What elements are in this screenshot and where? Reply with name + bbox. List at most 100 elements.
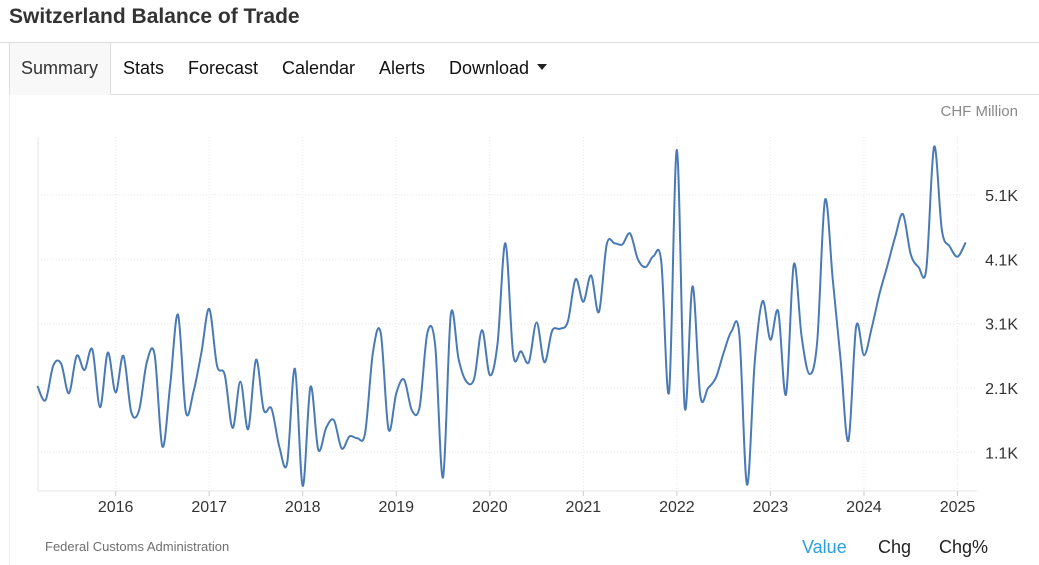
data-point[interactable] xyxy=(66,390,72,396)
data-point[interactable] xyxy=(861,352,867,358)
data-point[interactable] xyxy=(565,319,571,325)
data-point[interactable] xyxy=(417,404,423,410)
tab-forecast[interactable]: Forecast xyxy=(188,58,259,78)
data-point[interactable] xyxy=(152,352,158,358)
data-point[interactable] xyxy=(362,430,368,436)
data-point[interactable] xyxy=(300,483,306,489)
data-point[interactable] xyxy=(596,309,602,315)
tab-alerts[interactable]: Alerts xyxy=(379,58,426,78)
data-point[interactable] xyxy=(50,363,56,369)
data-point[interactable] xyxy=(347,433,353,439)
data-point[interactable] xyxy=(424,330,430,336)
chg-toggle[interactable]: Chg xyxy=(878,537,912,557)
data-point[interactable] xyxy=(643,264,649,270)
data-point[interactable] xyxy=(806,371,812,377)
data-point[interactable] xyxy=(549,328,555,334)
data-point[interactable] xyxy=(697,393,703,399)
tab-summary[interactable]: Summary xyxy=(9,43,111,95)
data-point[interactable] xyxy=(502,240,508,246)
data-point[interactable] xyxy=(830,277,836,283)
tab-calendar[interactable]: Calendar xyxy=(282,58,356,78)
data-point[interactable] xyxy=(308,384,314,390)
tab-download[interactable]: Download xyxy=(449,43,548,95)
data-point[interactable] xyxy=(713,375,719,381)
tab-stats[interactable]: Stats xyxy=(123,58,165,78)
data-point[interactable] xyxy=(448,312,454,318)
data-point[interactable] xyxy=(440,475,446,481)
data-point[interactable] xyxy=(947,243,953,249)
data-point[interactable] xyxy=(612,240,618,246)
data-point[interactable] xyxy=(877,290,883,296)
data-point[interactable] xyxy=(191,388,197,394)
data-point[interactable] xyxy=(120,353,126,359)
data-point[interactable] xyxy=(939,227,945,233)
data-point[interactable] xyxy=(923,266,929,272)
data-point[interactable] xyxy=(128,409,134,415)
data-point[interactable] xyxy=(214,363,220,369)
data-point[interactable] xyxy=(409,408,415,414)
data-point[interactable] xyxy=(97,404,103,410)
data-point[interactable] xyxy=(471,375,477,381)
data-point[interactable] xyxy=(791,261,797,267)
data-point[interactable] xyxy=(105,350,111,356)
data-point[interactable] xyxy=(690,283,696,289)
data-point[interactable] xyxy=(183,409,189,415)
data-point[interactable] xyxy=(604,242,610,248)
data-point[interactable] xyxy=(58,361,64,367)
data-point[interactable] xyxy=(463,379,469,385)
value-toggle[interactable]: Value xyxy=(802,537,847,557)
data-point[interactable] xyxy=(393,390,399,396)
data-point[interactable] xyxy=(580,299,586,305)
data-point[interactable] xyxy=(627,231,633,237)
data-point[interactable] xyxy=(198,350,204,356)
data-point[interactable] xyxy=(838,357,844,363)
data-point[interactable] xyxy=(900,211,906,217)
data-point[interactable] xyxy=(386,426,392,432)
data-point[interactable] xyxy=(74,353,80,359)
data-point[interactable] xyxy=(456,356,462,362)
data-point[interactable] xyxy=(682,404,688,410)
data-point[interactable] xyxy=(853,323,859,329)
data-point[interactable] xyxy=(479,327,485,333)
data-point[interactable] xyxy=(144,359,150,365)
data-point[interactable] xyxy=(378,330,384,336)
data-point[interactable] xyxy=(82,367,88,373)
data-point[interactable] xyxy=(534,319,540,325)
data-point[interactable] xyxy=(159,444,165,450)
data-point[interactable] xyxy=(206,306,212,312)
data-point[interactable] xyxy=(541,359,547,365)
data-point[interactable] xyxy=(892,234,898,240)
data-point[interactable] xyxy=(869,325,875,331)
data-point[interactable] xyxy=(175,312,181,318)
data-point[interactable] xyxy=(331,417,337,423)
data-point[interactable] xyxy=(783,392,789,398)
data-point[interactable] xyxy=(495,340,501,346)
chg-percent-toggle[interactable]: Chg% xyxy=(939,537,989,557)
data-point[interactable] xyxy=(736,331,742,337)
data-point[interactable] xyxy=(955,254,961,260)
data-point[interactable] xyxy=(43,397,49,403)
data-point[interactable] xyxy=(292,366,298,372)
data-point[interactable] xyxy=(35,384,41,390)
data-point[interactable] xyxy=(315,447,321,453)
data-point[interactable] xyxy=(354,435,360,441)
data-point[interactable] xyxy=(557,326,563,332)
data-point[interactable] xyxy=(269,406,275,412)
data-point[interactable] xyxy=(822,197,828,203)
data-point[interactable] xyxy=(814,339,820,345)
data-point[interactable] xyxy=(752,358,758,364)
data-point[interactable] xyxy=(658,259,664,265)
data-point[interactable] xyxy=(775,308,781,314)
data-point[interactable] xyxy=(136,408,142,414)
data-point[interactable] xyxy=(674,147,680,153)
data-point[interactable] xyxy=(245,426,251,432)
data-point[interactable] xyxy=(588,272,594,278)
data-point[interactable] xyxy=(222,372,228,378)
data-point[interactable] xyxy=(370,350,376,356)
data-point[interactable] xyxy=(916,264,922,270)
data-point[interactable] xyxy=(401,377,407,383)
data-point[interactable] xyxy=(744,482,750,488)
data-point[interactable] xyxy=(908,251,914,257)
data-point[interactable] xyxy=(651,253,657,259)
data-point[interactable] xyxy=(510,352,516,358)
